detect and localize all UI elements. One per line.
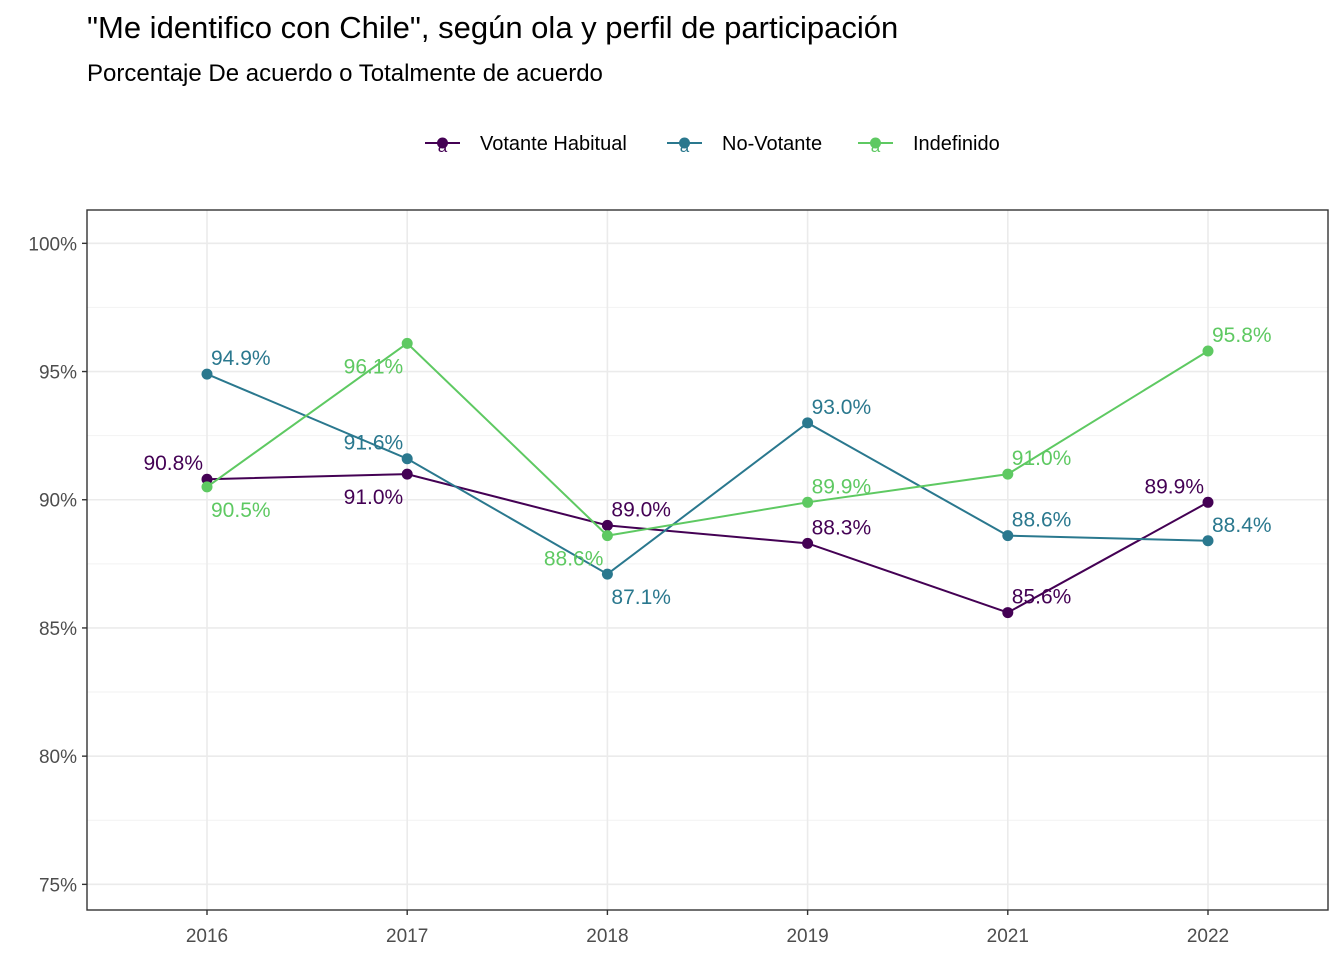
legend-label: No-Votante [722,133,822,155]
series-line-3 [206,342,1209,537]
series-points [201,337,1214,619]
series-line-1 [206,473,1209,614]
data-label: 91.0% [344,486,404,509]
data-point [401,468,413,480]
legend-key-point [679,137,690,149]
series-lines [206,342,1209,614]
x-tick-label: 2018 [586,926,628,947]
y-tick-label: 75% [39,875,77,896]
data-label: 94.9% [211,347,271,370]
data-point [201,481,213,493]
data-label: 89.0% [611,498,671,521]
data-point [802,496,814,508]
data-label: 88.4% [1212,514,1272,537]
data-label: 91.0% [1012,447,1072,470]
legend-key-glyph: a [680,137,690,156]
data-point [601,519,613,531]
chart-subtitle: Porcentaje De acuerdo o Totalmente de ac… [87,60,603,87]
x-tick-label: 2017 [386,926,428,947]
legend-key-glyph: a [871,137,881,156]
data-label: 89.9% [1144,475,1204,498]
legend-key-point [437,137,448,149]
x-tick-label: 2021 [987,926,1029,947]
data-point [1002,530,1014,542]
y-tick-label: 85% [39,619,77,640]
data-point [601,530,613,542]
legend-label: Votante Habitual [480,133,627,155]
data-point [802,537,814,549]
data-label: 90.5% [211,499,271,522]
legend-label: Indefinido [913,133,1000,155]
data-label: 95.8% [1212,324,1272,347]
series-line-2 [206,373,1209,576]
legend: a Votante Habitual a No-Votante a Indefinido [425,133,1000,156]
plot-panel [87,210,1328,910]
data-point [802,417,814,429]
legend-key-glyph: a [438,137,448,156]
data-label: 91.6% [344,432,404,455]
data-point [201,368,213,380]
chart-title: "Me identifico con Chile", según ola y p… [87,10,899,45]
y-tick-label: 80% [39,747,77,768]
data-label: 87.1% [611,586,671,609]
y-tick-label: 90% [39,491,77,512]
y-tick-label: 100% [28,234,77,255]
x-tick-label: 2019 [786,926,828,947]
data-label: 96.1% [344,355,404,378]
gridlines [87,210,1328,910]
y-axis: 75% 80% 85% 90% 95% 100% [28,234,87,896]
x-tick-label: 2022 [1187,926,1229,947]
data-point [601,568,613,580]
data-label: 89.9% [812,475,872,498]
data-label: 90.8% [143,452,203,475]
data-point [401,337,413,349]
data-point [401,453,413,465]
plot-border [86,209,1329,911]
data-point [1202,535,1214,547]
data-point [201,473,213,485]
data-label: 93.0% [812,396,872,419]
data-point [1202,345,1214,357]
data-label: 85.6% [1012,586,1072,609]
data-point [1202,496,1214,508]
data-point [1002,607,1014,619]
x-axis: 2016 2017 2018 2019 2021 2022 [186,910,1229,947]
data-label: 88.6% [1012,509,1072,532]
data-label: 88.3% [812,516,872,539]
y-tick-label: 95% [39,363,77,384]
data-point [1002,468,1014,480]
data-label: 88.6% [544,548,604,571]
x-tick-label: 2016 [186,926,228,947]
point-labels: 90.8% 91.0% 89.0% 88.3% 85.6% 89.9% 94.9% 91.6%… [143,324,1271,609]
legend-key-point [870,137,881,149]
